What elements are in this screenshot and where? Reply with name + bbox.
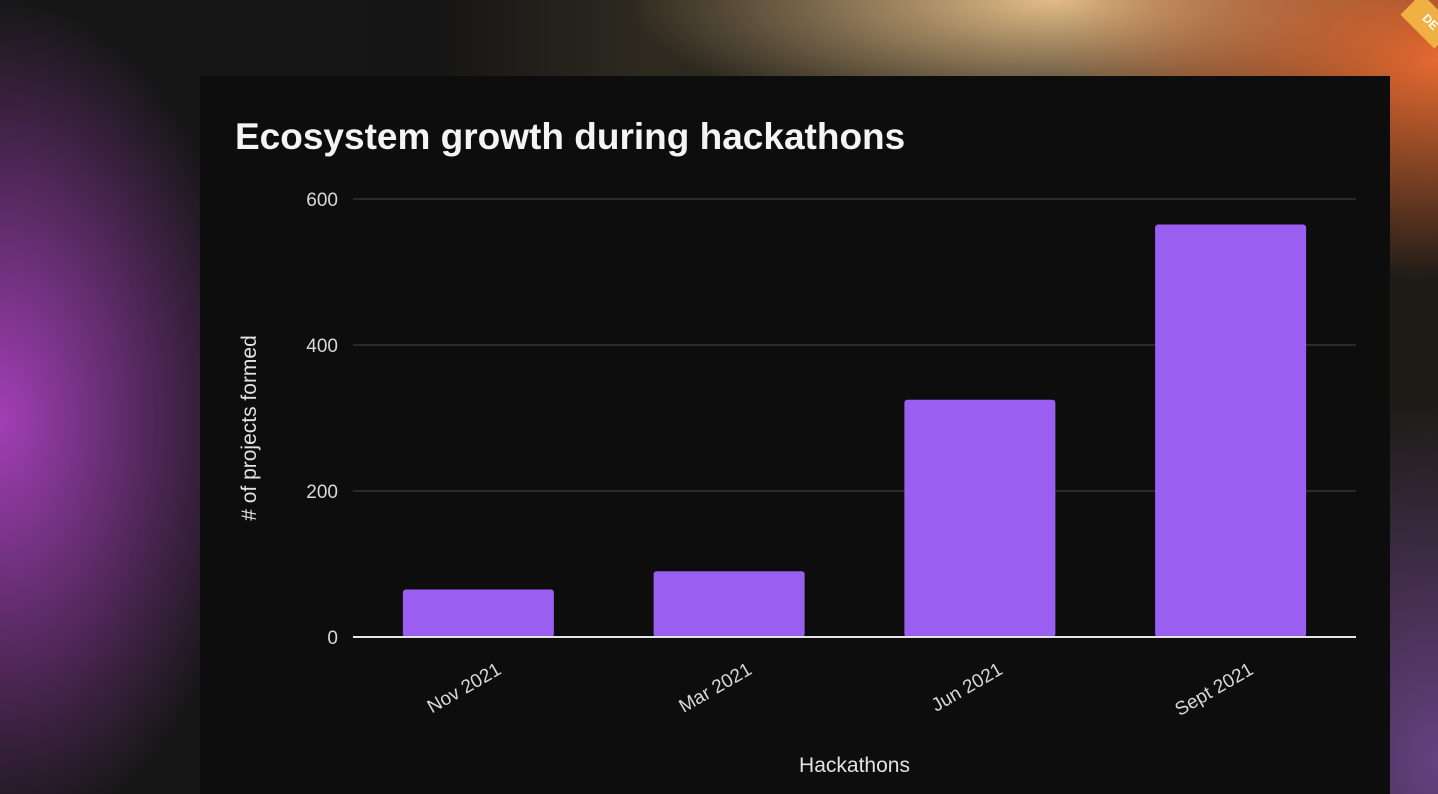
x-axis-title: Hackathons — [799, 754, 910, 777]
y-tick-label: 200 — [306, 482, 338, 503]
x-tick-label: Nov 2021 — [424, 659, 505, 718]
x-tick-label: Jun 2021 — [928, 659, 1006, 716]
bar-sept-2021 — [1155, 224, 1307, 638]
bar-jun-2021 — [904, 399, 1056, 637]
y-axis-title: # of projects formed — [238, 335, 261, 521]
chart-title: Ecosystem growth during hackathons — [235, 116, 906, 157]
y-tick-label: 400 — [306, 336, 338, 357]
chart-slide: Ecosystem growth during hackathons 0 200 4… — [200, 76, 1390, 794]
bar-mar-2021 — [653, 571, 805, 637]
x-tick-label: Sept 2021 — [1172, 659, 1258, 721]
bar-nov-2021 — [402, 589, 554, 637]
y-tick-label: 600 — [306, 190, 338, 211]
x-tick-label: Mar 2021 — [676, 659, 756, 717]
y-tick-label: 0 — [327, 628, 338, 649]
bar-chart: 0 200 400 600 Nov 2021 Mar 2021 Jun 2021 Sept 2… — [238, 190, 1356, 777]
